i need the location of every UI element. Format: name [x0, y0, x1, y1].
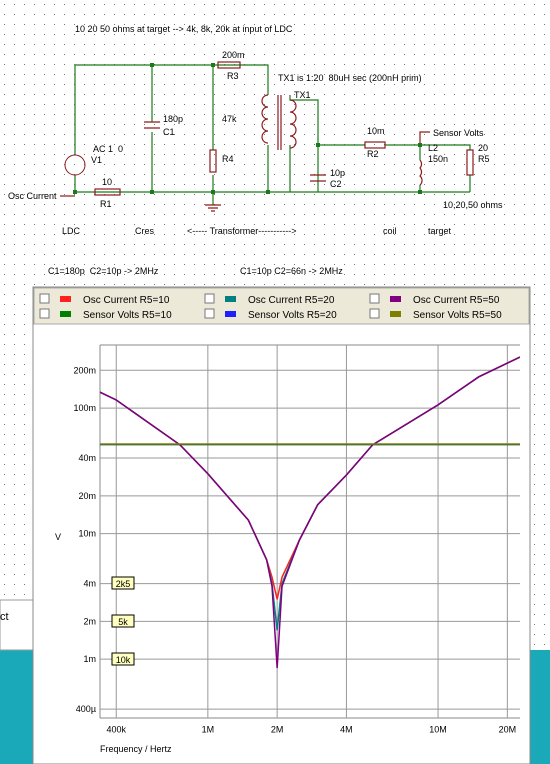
label: 20	[478, 143, 488, 153]
x-tick-label: 20M	[499, 724, 517, 734]
y-tick-label: 100m	[73, 403, 96, 413]
legend-checkbox[interactable]	[369, 308, 380, 319]
legend-checkbox[interactable]	[39, 308, 50, 319]
y-tick-label: 4m	[83, 579, 96, 589]
annotation: 2k5	[111, 576, 135, 590]
label: R4	[222, 154, 234, 164]
x-tick-label: 1M	[202, 724, 215, 734]
annotation: 5k	[111, 614, 135, 628]
y-tick-label: 2m	[83, 616, 96, 626]
label: C2	[330, 179, 342, 189]
x-tick-label: 400k	[106, 724, 126, 734]
graph-window	[32, 286, 531, 764]
legend-checkbox[interactable]	[204, 308, 215, 319]
transformer	[261, 94, 297, 150]
background-window	[0, 599, 34, 651]
annotation-text: 2k5	[116, 579, 131, 589]
annotation-text: 5k	[118, 617, 128, 627]
annotation-text: 10k	[116, 655, 131, 665]
header: 10 20 50 ohms at target --> 4k, 8k, 20k …	[75, 24, 293, 34]
legend-swatch	[60, 311, 71, 317]
block-label: LDC	[62, 226, 81, 236]
probe	[419, 131, 430, 145]
annotation-box	[111, 614, 135, 628]
y-tick-label: 1m	[83, 654, 96, 664]
legend-checkbox[interactable]	[369, 293, 380, 304]
resistor	[217, 61, 241, 69]
block-label: target	[428, 226, 452, 236]
grid: 400k 1M 2M 4M 10M 20M 200m 100m 40m 20m 10m 4m 2m 1m 4…	[73, 345, 520, 734]
wires	[74, 64, 471, 205]
legend-panel	[33, 287, 530, 325]
annotation-box	[111, 652, 135, 666]
label: 200m	[222, 50, 245, 60]
capacitor	[310, 174, 326, 182]
x-tick-label: 2M	[271, 724, 284, 734]
label: R3	[227, 71, 239, 81]
x-axis-label: Frequency / Hertz	[100, 744, 172, 754]
y-tick-label: 20m	[78, 491, 96, 501]
y-tick-label: 400µ	[76, 704, 96, 714]
background-text: ct	[0, 611, 9, 623]
legend-label: Sensor Volts R5=50	[413, 310, 502, 321]
legend-label: Osc Current R5=20	[248, 295, 335, 306]
block-label: <----- Transformer----------->	[187, 226, 296, 236]
legend: Osc Current R5=10 Sensor Volts R5=10 Osc C…	[39, 293, 502, 321]
label: 10	[102, 177, 112, 187]
legend-swatch	[225, 311, 236, 317]
x-tick-label: 10M	[429, 724, 447, 734]
label: L2	[428, 143, 438, 153]
equation: C1=180p C2=10p -> 2MHz	[48, 266, 159, 276]
label: C1	[163, 127, 175, 137]
legend-label: Sensor Volts R5=20	[248, 310, 337, 321]
label: 10m	[367, 126, 385, 136]
x-tick-label: 4M	[340, 724, 353, 734]
label: V1	[91, 155, 102, 165]
inductor	[419, 159, 423, 186]
legend-swatch	[390, 311, 401, 317]
legend-label: Sensor Volts R5=10	[83, 310, 172, 321]
series-line	[100, 356, 520, 669]
label: Sensor Volts	[433, 128, 484, 138]
resistor	[209, 149, 217, 173]
label: R2	[367, 149, 379, 159]
label: TX1	[294, 90, 311, 100]
resistor	[466, 149, 474, 176]
source	[64, 154, 86, 176]
label: Osc Current	[8, 191, 57, 201]
annotation-box	[111, 576, 135, 590]
target-note: 10,20,50 ohms	[443, 200, 503, 210]
resistor	[364, 141, 386, 149]
legend-swatch	[60, 296, 71, 302]
legend-swatch	[390, 296, 401, 302]
legend-checkbox[interactable]	[39, 293, 50, 304]
label: 10p	[330, 168, 345, 178]
schematic: 10 20 50 ohms at target --> 4k, 8k, 20k …	[8, 24, 503, 276]
label: R5	[478, 154, 490, 164]
tx-note: TX1 is 1:20 80uH sec (200nH prim)	[278, 73, 422, 83]
legend-label: Osc Current R5=10	[83, 295, 170, 306]
annotation: 10k	[111, 652, 135, 666]
label: 150n	[428, 154, 448, 164]
y-tick-label: 200m	[73, 365, 96, 375]
y-tick-label: 40m	[78, 453, 96, 463]
label: R1	[100, 199, 112, 209]
legend-label: Osc Current R5=50	[413, 295, 500, 306]
label: AC 1 0	[93, 144, 123, 154]
y-tick-label: 10m	[78, 529, 96, 539]
legend-swatch	[225, 296, 236, 302]
ground	[205, 204, 221, 212]
junctions	[73, 63, 422, 194]
capacitor	[144, 121, 160, 129]
legend-checkbox[interactable]	[204, 293, 215, 304]
label: 47k	[222, 114, 237, 124]
label: 180p	[163, 114, 183, 124]
equation: C1=10p C2=66n -> 2MHz	[240, 266, 343, 276]
plot	[100, 356, 520, 669]
resistor	[94, 188, 121, 196]
block-label: coil	[383, 226, 397, 236]
block-label: Cres	[135, 226, 155, 236]
y-axis-label: V	[55, 532, 61, 542]
